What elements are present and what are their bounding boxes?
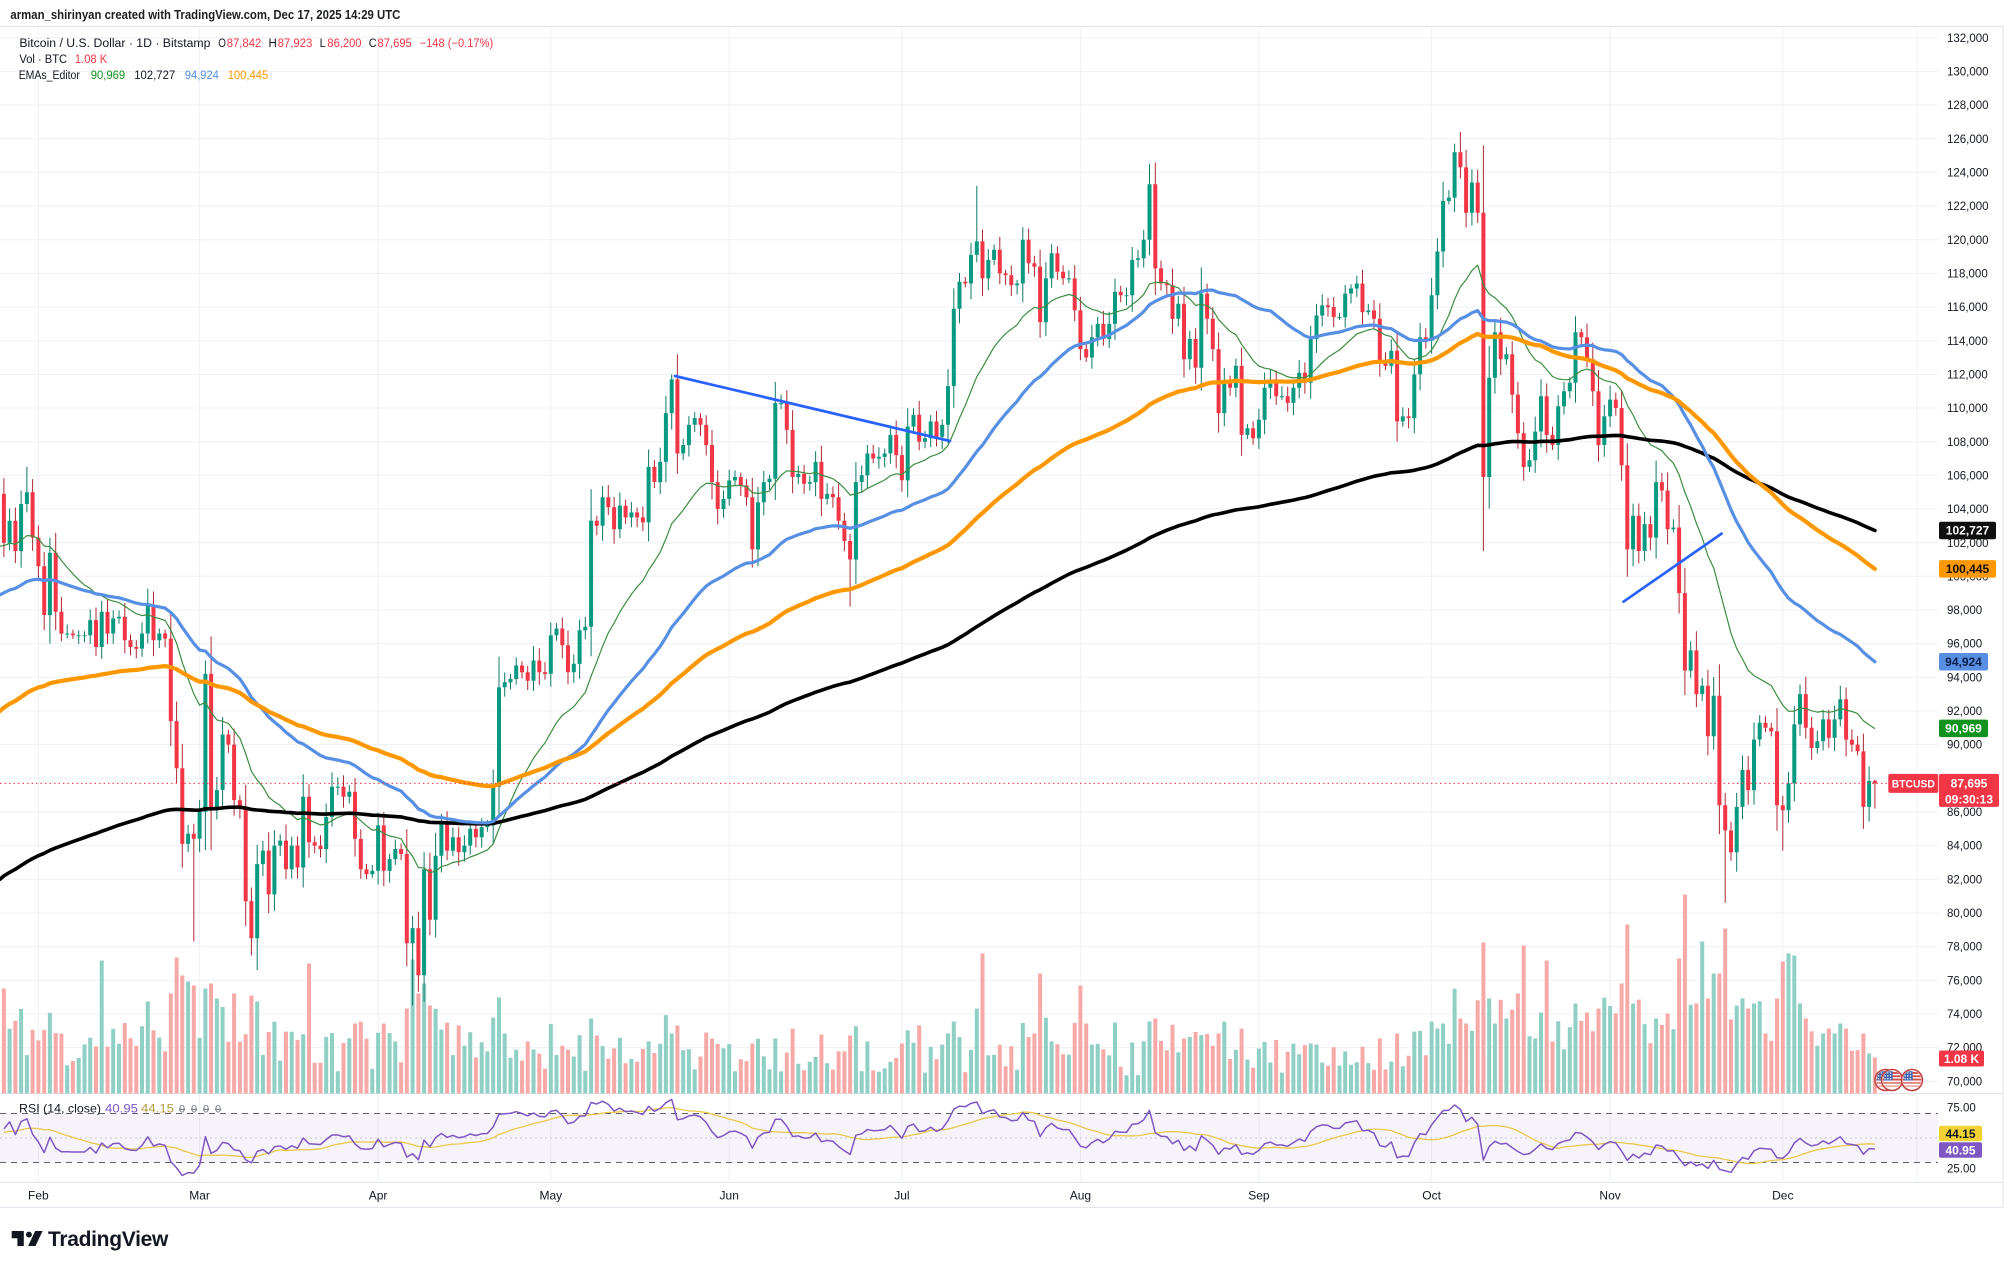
- svg-text:82,000: 82,000: [1947, 874, 1982, 886]
- svg-text:108,000: 108,000: [1947, 437, 1989, 449]
- svg-text:86,000: 86,000: [1947, 807, 1982, 819]
- svg-text:94,924: 94,924: [185, 70, 220, 82]
- svg-text:Nov: Nov: [1599, 1189, 1620, 1203]
- svg-text:86,200: 86,200: [327, 38, 361, 50]
- svg-text:0: 0: [191, 1103, 197, 1115]
- svg-text:76,000: 76,000: [1947, 975, 1982, 987]
- svg-text:120,000: 120,000: [1947, 235, 1989, 247]
- svg-text:09:30:13: 09:30:13: [1945, 793, 1993, 807]
- svg-text:70,000: 70,000: [1947, 1076, 1982, 1088]
- svg-text:L: L: [320, 38, 327, 50]
- svg-text:92,000: 92,000: [1947, 706, 1982, 718]
- svg-text:110,000: 110,000: [1947, 403, 1988, 415]
- svg-text:40.95: 40.95: [105, 1101, 138, 1115]
- svg-text:1.08 K: 1.08 K: [75, 54, 108, 66]
- svg-text:1.08 K: 1.08 K: [1944, 1052, 1980, 1066]
- svg-text:Sep: Sep: [1248, 1189, 1270, 1203]
- svg-text:100,445: 100,445: [1946, 562, 1990, 576]
- svg-text:arman_shirinyan created with T: arman_shirinyan created with TradingView…: [10, 8, 400, 22]
- svg-text:Aug: Aug: [1070, 1189, 1091, 1203]
- svg-text:Jul: Jul: [894, 1189, 909, 1203]
- svg-text:96,000: 96,000: [1947, 639, 1982, 651]
- svg-text:−148 (−0.17%): −148 (−0.17%): [420, 38, 494, 50]
- svg-text:44.15: 44.15: [141, 1101, 174, 1115]
- svg-text:O: O: [218, 38, 226, 50]
- svg-text:100,445: 100,445: [228, 70, 269, 82]
- svg-text:116,000: 116,000: [1947, 302, 1988, 314]
- svg-text:44.15: 44.15: [1945, 1127, 1975, 1141]
- svg-text:122,000: 122,000: [1947, 201, 1989, 213]
- svg-text:132,000: 132,000: [1947, 33, 1989, 45]
- svg-text:98,000: 98,000: [1947, 605, 1982, 617]
- svg-text:RSI (14, close): RSI (14, close): [19, 1101, 101, 1115]
- svg-text:102,727: 102,727: [1946, 524, 1990, 538]
- svg-text:118,000: 118,000: [1947, 269, 1988, 281]
- svg-text:94,924: 94,924: [1945, 655, 1982, 669]
- svg-text:Oct: Oct: [1422, 1189, 1441, 1203]
- svg-text:Jun: Jun: [720, 1189, 739, 1203]
- svg-text:78,000: 78,000: [1947, 942, 1982, 954]
- svg-text:0: 0: [203, 1103, 209, 1115]
- svg-text:130,000: 130,000: [1947, 67, 1989, 79]
- svg-text:80,000: 80,000: [1947, 908, 1982, 920]
- svg-text:0: 0: [215, 1103, 221, 1115]
- svg-text:104,000: 104,000: [1947, 504, 1989, 516]
- svg-text:87,923: 87,923: [278, 38, 313, 50]
- svg-text:94,000: 94,000: [1947, 672, 1982, 684]
- svg-text:25.00: 25.00: [1947, 1164, 1976, 1176]
- svg-text:75.00: 75.00: [1947, 1103, 1976, 1115]
- svg-text:90,969: 90,969: [91, 70, 126, 82]
- svg-text:90,969: 90,969: [1945, 722, 1982, 736]
- svg-text:C: C: [369, 38, 377, 50]
- svg-text:87,842: 87,842: [227, 38, 262, 50]
- svg-text:0: 0: [179, 1103, 185, 1115]
- svg-text:Dec: Dec: [1772, 1189, 1793, 1203]
- svg-text:112,000: 112,000: [1947, 370, 1988, 382]
- svg-text:87,695: 87,695: [378, 38, 412, 50]
- svg-text:102,000: 102,000: [1947, 538, 1989, 550]
- svg-text:84,000: 84,000: [1947, 841, 1982, 853]
- svg-text:May: May: [539, 1189, 562, 1203]
- svg-text:Mar: Mar: [189, 1189, 210, 1203]
- svg-text:Apr: Apr: [369, 1189, 388, 1203]
- svg-text:124,000: 124,000: [1947, 168, 1989, 180]
- svg-text:87,695: 87,695: [1951, 777, 1988, 791]
- svg-text:H: H: [269, 38, 277, 50]
- svg-text:106,000: 106,000: [1947, 470, 1989, 482]
- svg-text:126,000: 126,000: [1947, 134, 1989, 146]
- svg-text:Vol · BTC: Vol · BTC: [19, 54, 67, 66]
- svg-text:EMAs_Editor: EMAs_Editor: [19, 70, 80, 82]
- svg-text:114,000: 114,000: [1947, 336, 1988, 348]
- svg-text:74,000: 74,000: [1947, 1009, 1982, 1021]
- svg-text:Feb: Feb: [28, 1189, 49, 1203]
- svg-text:Bitcoin / U.S. Dollar · 1D · B: Bitcoin / U.S. Dollar · 1D · Bitstamp: [19, 38, 210, 50]
- svg-text:40.95: 40.95: [1945, 1143, 1975, 1157]
- svg-text:90,000: 90,000: [1947, 740, 1982, 752]
- svg-text:102,727: 102,727: [134, 70, 175, 82]
- svg-text:128,000: 128,000: [1947, 100, 1989, 112]
- svg-text:TradingView: TradingView: [48, 1228, 169, 1251]
- svg-text:BTCUSD: BTCUSD: [1892, 779, 1935, 791]
